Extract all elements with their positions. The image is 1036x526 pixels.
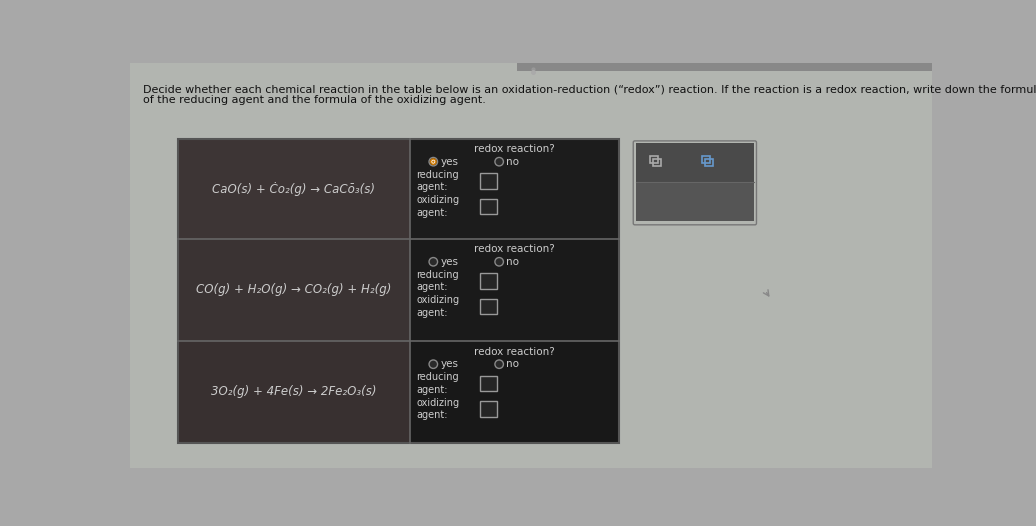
Text: yes: yes <box>440 157 458 167</box>
Bar <box>654 159 661 166</box>
Bar <box>410 239 620 341</box>
Circle shape <box>431 160 435 164</box>
Circle shape <box>432 160 434 163</box>
Text: 3O₂(g) + 4Fe(s) → 2Fe₂O₃(s): 3O₂(g) + 4Fe(s) → 2Fe₂O₃(s) <box>211 386 376 398</box>
Circle shape <box>495 157 503 166</box>
Bar <box>177 138 620 443</box>
Circle shape <box>495 258 503 266</box>
Text: oxidizing
agent:: oxidizing agent: <box>416 295 459 318</box>
Text: oxidizing
agent:: oxidizing agent: <box>416 398 459 420</box>
Bar <box>651 156 658 163</box>
Text: ↺: ↺ <box>700 191 717 210</box>
Text: yes: yes <box>440 257 458 267</box>
Text: no: no <box>507 359 519 369</box>
Bar <box>635 143 754 181</box>
Text: ×: × <box>651 191 669 211</box>
Bar <box>702 156 710 163</box>
Text: CaO(s) + Ċo₂(g) → CaCō₃(s): CaO(s) + Ċo₂(g) → CaCō₃(s) <box>212 181 375 196</box>
Text: of the reducing agent and the formula of the oxidizing agent.: of the reducing agent and the formula of… <box>143 95 486 105</box>
Circle shape <box>429 360 437 368</box>
Text: CO(g) + H₂O(g) → CO₂(g) + H₂(g): CO(g) + H₂O(g) → CO₂(g) + H₂(g) <box>196 284 392 296</box>
Bar <box>706 159 713 166</box>
Bar <box>480 199 497 214</box>
Bar <box>177 341 410 443</box>
Bar <box>480 376 497 391</box>
Text: oxidizing
agent:: oxidizing agent: <box>416 195 459 218</box>
Text: reducing
agent:: reducing agent: <box>416 270 459 292</box>
Text: redox reaction?: redox reaction? <box>474 347 555 357</box>
Circle shape <box>430 158 437 165</box>
Text: yes: yes <box>440 359 458 369</box>
Circle shape <box>429 258 437 266</box>
Text: redox reaction?: redox reaction? <box>474 144 555 154</box>
Bar <box>517 63 932 71</box>
Text: no: no <box>507 257 519 267</box>
Bar <box>177 138 410 239</box>
Text: reducing
agent:: reducing agent: <box>416 170 459 192</box>
Text: redox reaction?: redox reaction? <box>474 245 555 255</box>
Text: Decide whether each chemical reaction in the table below is an oxidation-reducti: Decide whether each chemical reaction in… <box>143 85 1036 95</box>
Bar <box>480 401 497 417</box>
Bar <box>177 239 410 341</box>
Text: no: no <box>507 157 519 167</box>
Bar <box>480 173 497 189</box>
Text: reducing
agent:: reducing agent: <box>416 372 459 394</box>
Bar <box>410 138 620 239</box>
Bar <box>410 341 620 443</box>
Bar <box>480 274 497 289</box>
Circle shape <box>495 360 503 368</box>
Bar <box>480 299 497 314</box>
Bar <box>635 183 754 221</box>
Circle shape <box>429 157 437 166</box>
